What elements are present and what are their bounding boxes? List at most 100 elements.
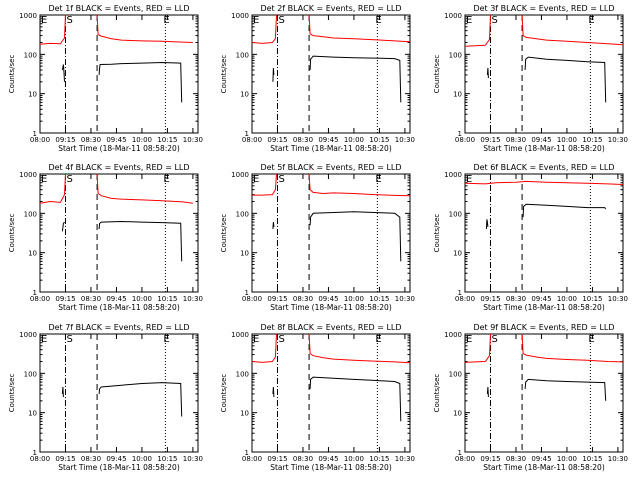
plot-frame — [39, 14, 199, 134]
x-tick-label: 10:30 — [183, 455, 203, 463]
end-marker-label: E — [375, 334, 381, 345]
y-tick-label: 100 — [236, 51, 249, 59]
x-axis-label: Start Time (18-Mar-11 08:58:20) — [270, 463, 392, 472]
y-tick-label: 100 — [24, 370, 37, 378]
x-tick-label: 10:30 — [395, 455, 415, 463]
events-series-line — [524, 56, 607, 103]
lld-series-line — [39, 14, 66, 45]
start-marker-label: S — [278, 334, 284, 345]
y-tick-label: 10 — [453, 250, 462, 258]
x-tick-label: 10:00 — [557, 455, 577, 463]
events-series-line — [486, 67, 489, 79]
start-marker-label: S — [278, 174, 284, 185]
y-tick-label: 1 — [33, 449, 37, 457]
events-series-line — [309, 376, 402, 422]
x-axis-label: Start Time (18-Mar-11 08:58:20) — [270, 144, 392, 153]
x-axis-label: Start Time (18-Mar-11 08:58:20) — [483, 303, 605, 312]
x-tick-label: 08:30 — [293, 455, 313, 463]
x-tick-label: 08:30 — [506, 295, 526, 303]
x-tick-label: 08:00 — [455, 136, 475, 144]
x-tick-label: 09:45 — [531, 136, 551, 144]
events-series-line — [61, 386, 64, 398]
plot-title: Det 8f BLACK = Events, RED = LLD — [260, 323, 401, 332]
lld-series-line — [308, 333, 411, 364]
end-marker-label: E — [466, 15, 472, 26]
x-tick-label: 09:15 — [55, 136, 75, 144]
x-tick-label: 10:00 — [132, 455, 152, 463]
x-tick-label: 10:00 — [557, 295, 577, 303]
events-series-line — [309, 55, 402, 103]
y-tick-label: 10 — [28, 91, 37, 99]
plot-frame — [464, 173, 624, 293]
x-tick-label: 08:00 — [30, 295, 50, 303]
y-axis-label: Counts/sec — [8, 214, 16, 253]
end-marker-label: E — [253, 334, 259, 345]
y-tick-label: 1 — [458, 449, 462, 457]
detector-plot: Det 5f BLACK = Events, RED = LLD 1000 100 1… — [220, 163, 415, 312]
detector-plot: Det 9f BLACK = Events, RED = LLD 1000 100 1… — [433, 323, 628, 472]
x-tick-label: 10:30 — [608, 136, 628, 144]
y-tick-label: 1 — [33, 130, 37, 138]
events-series-line — [272, 67, 275, 82]
x-tick-label: 08:30 — [81, 136, 101, 144]
y-tick-label: 10 — [240, 91, 249, 99]
events-series-line — [272, 222, 275, 230]
lld-series-line — [251, 14, 277, 44]
x-tick-label: 10:30 — [395, 136, 415, 144]
end-marker-label: E — [163, 174, 169, 185]
events-series-line — [98, 220, 183, 262]
events-series-line — [61, 221, 65, 232]
y-axis-label: Counts/sec — [220, 214, 228, 253]
y-tick-label: 10 — [28, 250, 37, 258]
end-marker-label: E — [163, 334, 169, 345]
x-tick-label: 08:30 — [81, 455, 101, 463]
x-tick-label: 09:15 — [55, 295, 75, 303]
x-axis-label: Start Time (18-Mar-11 08:58:20) — [270, 303, 392, 312]
start-marker-label: S — [66, 174, 72, 185]
y-tick-label: 1 — [245, 289, 249, 297]
x-tick-label: 10:15 — [582, 295, 602, 303]
y-tick-label: 1000 — [444, 171, 462, 179]
y-tick-label: 1 — [458, 130, 462, 138]
events-series-line — [309, 211, 402, 262]
plot-title: Det 4f BLACK = Events, RED = LLD — [48, 163, 189, 172]
x-tick-label: 09:15 — [480, 455, 500, 463]
y-tick-label: 10 — [240, 250, 249, 258]
x-tick-label: 09:15 — [267, 295, 287, 303]
y-tick-label: 100 — [24, 210, 37, 218]
x-tick-label: 08:30 — [506, 136, 526, 144]
x-axis-label: Start Time (18-Mar-11 08:58:20) — [58, 144, 180, 153]
lld-series-line — [252, 173, 277, 196]
plot-title: Det 5f BLACK = Events, RED = LLD — [260, 163, 401, 172]
detector-plot: Det 7f BLACK = Events, RED = LLD 1000 100 1… — [8, 323, 203, 472]
x-tick-label: 10:15 — [369, 295, 389, 303]
end-marker-label: E — [253, 15, 259, 26]
y-tick-label: 1000 — [231, 331, 249, 339]
x-tick-label: 08:00 — [242, 455, 262, 463]
x-tick-label: 10:00 — [344, 295, 364, 303]
x-tick-label: 10:15 — [582, 136, 602, 144]
plot-title: Det 2f BLACK = Events, RED = LLD — [260, 4, 401, 13]
y-tick-label: 1 — [245, 449, 249, 457]
x-tick-label: 09:45 — [106, 136, 126, 144]
x-tick-label: 10:15 — [157, 295, 177, 303]
y-tick-label: 1000 — [444, 12, 462, 20]
x-tick-label: 09:15 — [55, 455, 75, 463]
y-tick-label: 1000 — [444, 331, 462, 339]
x-tick-label: 10:30 — [395, 295, 415, 303]
x-axis-label: Start Time (18-Mar-11 08:58:20) — [58, 303, 180, 312]
events-series-line — [61, 64, 65, 82]
events-series-line — [522, 203, 607, 218]
x-tick-label: 10:00 — [132, 295, 152, 303]
x-axis-label: Start Time (18-Mar-11 08:58:20) — [483, 463, 605, 472]
y-axis-label: Counts/sec — [8, 374, 16, 413]
y-tick-label: 10 — [453, 410, 462, 418]
x-tick-label: 09:45 — [318, 136, 338, 144]
x-tick-label: 10:30 — [608, 295, 628, 303]
x-tick-label: 10:15 — [369, 455, 389, 463]
x-tick-label: 08:30 — [506, 455, 526, 463]
x-tick-label: 10:30 — [183, 295, 203, 303]
x-tick-label: 09:15 — [480, 136, 500, 144]
detector-plot: Det 2f BLACK = Events, RED = LLD 1000 100 1… — [220, 4, 415, 153]
